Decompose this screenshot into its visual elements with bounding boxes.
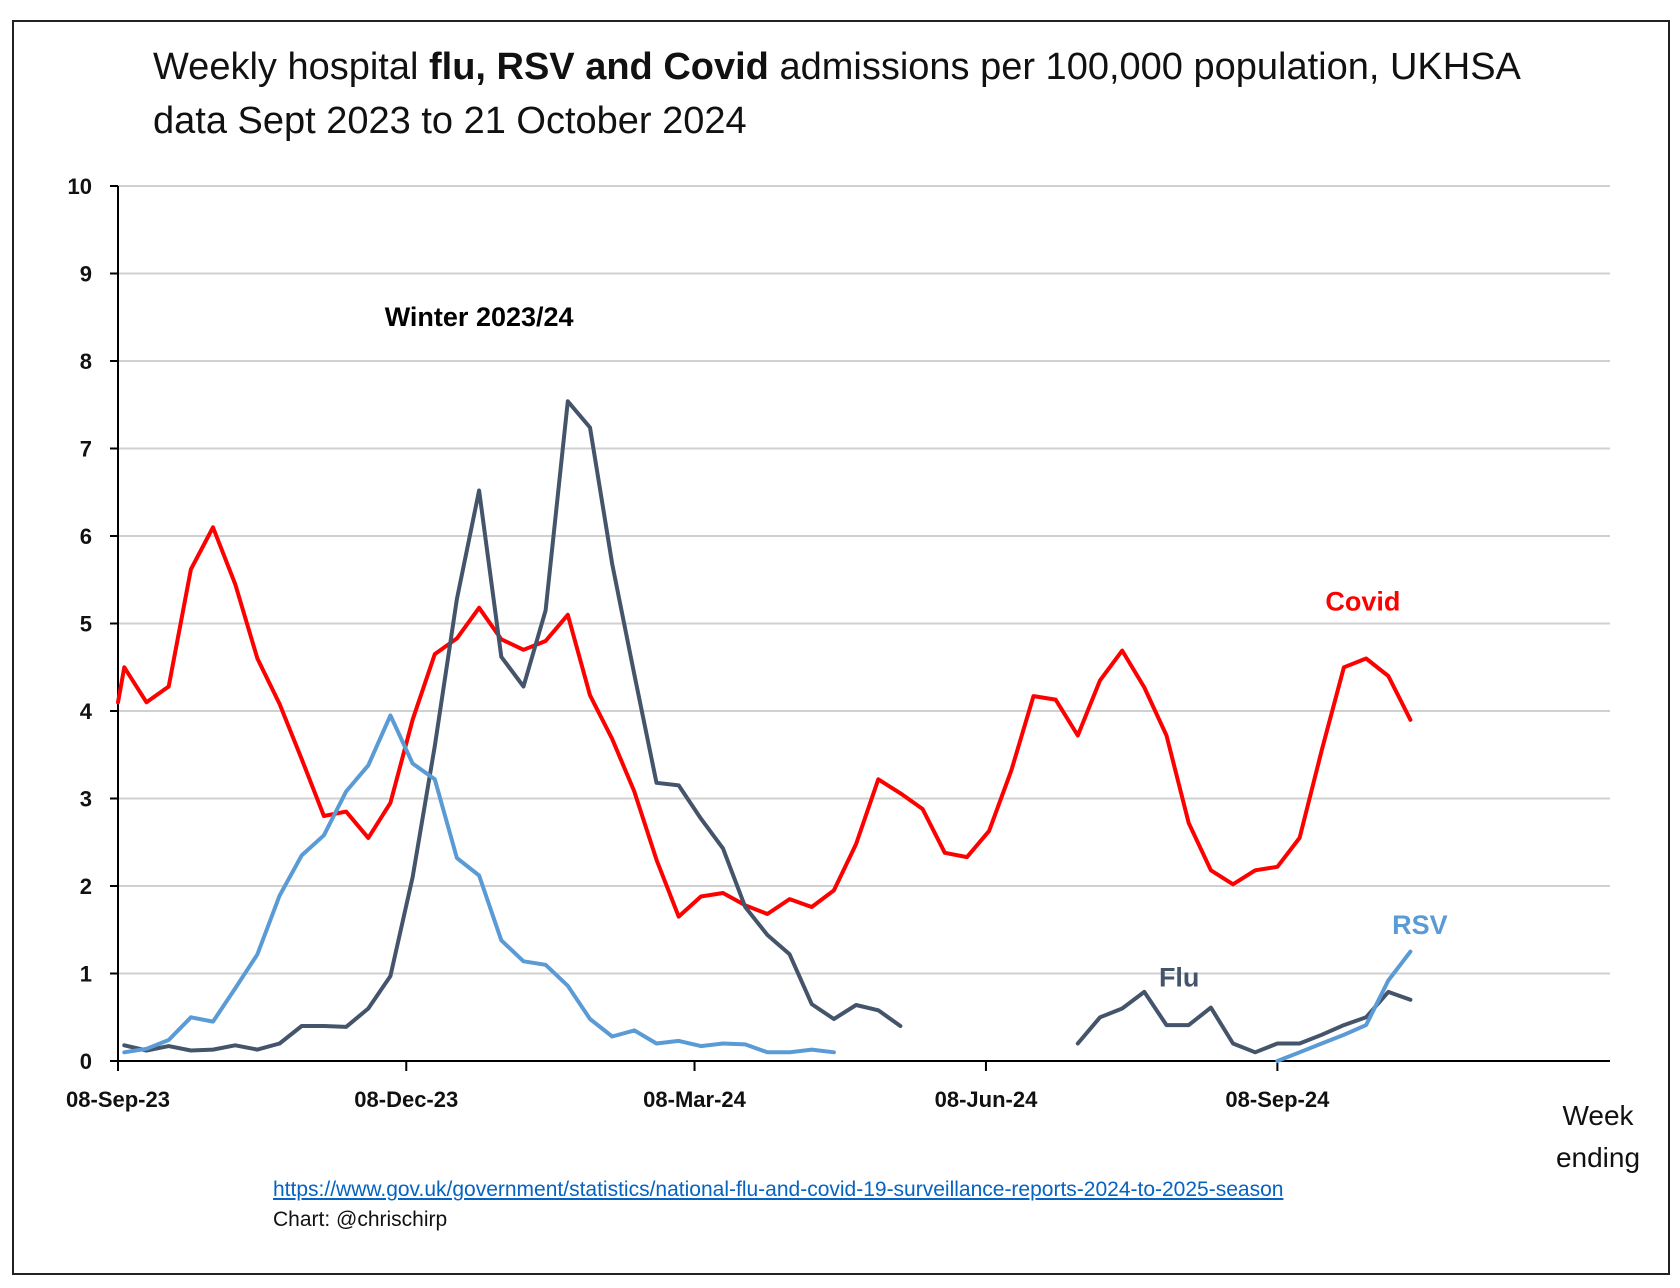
y-tick-label: 10: [68, 174, 92, 199]
title-bold-part: flu, RSV and Covid: [428, 46, 769, 88]
axes: [117, 186, 1610, 1062]
x-tick-label: 08-Mar-24: [643, 1087, 746, 1112]
annotation-rsv: RSV: [1392, 910, 1448, 940]
y-tick-label: 2: [80, 874, 92, 899]
x-tick-label: 08-Dec-23: [354, 1087, 458, 1112]
y-tick-label: 1: [80, 962, 92, 987]
title-part-2: admissions per 100,000 population, UKHSA…: [153, 46, 1519, 142]
y-tick-label: 8: [80, 349, 92, 374]
series-line-covid: [116, 525, 1413, 919]
gridlines: [118, 185, 1610, 975]
y-tick-label: 5: [80, 612, 92, 637]
y-tick-label: 3: [80, 787, 92, 812]
series-line-rsv: [122, 713, 836, 1055]
series-line-flu: [1075, 989, 1413, 1055]
series-line-rsv: [1275, 949, 1413, 1063]
annotation-winter-2023-24: Winter 2023/24: [385, 302, 574, 332]
x-axis-ticks: 08-Sep-23 08-Dec-23 08-Mar-24 08-Jun-24 08-S…: [66, 1061, 1330, 1112]
chart-credit: Chart: @chrischirp: [273, 1208, 448, 1231]
chart-frame: [12, 20, 1670, 1275]
source-link[interactable]: https://www.gov.uk/government/statistics…: [273, 1178, 1284, 1201]
title-part-1: Weekly hospital: [153, 46, 429, 88]
chart-annotations: Winter 2023/24 Covid Flu RSV: [385, 302, 1448, 993]
y-tick-label: 9: [80, 262, 92, 287]
x-axis-title: Week ending: [1555, 1100, 1641, 1173]
annotation-flu: Flu: [1159, 963, 1200, 993]
y-axis-ticks: 0 1 2 3 4 5 6 7 8 9 10: [68, 174, 118, 1074]
chart-title: Weekly hospital flu, RSV and Covid admis…: [153, 40, 1603, 148]
y-tick-label: 7: [80, 437, 92, 462]
y-tick-label: 6: [80, 524, 92, 549]
y-tick-label: 4: [80, 699, 93, 724]
y-tick-label: 0: [80, 1049, 92, 1074]
x-tick-label: 08-Sep-23: [66, 1087, 170, 1112]
annotation-covid: Covid: [1325, 586, 1400, 616]
series-lines: [116, 399, 1413, 1063]
x-tick-label: 08-Sep-24: [1225, 1087, 1330, 1112]
x-tick-label: 08-Jun-24: [935, 1087, 1038, 1112]
series-line-flu: [122, 399, 903, 1053]
